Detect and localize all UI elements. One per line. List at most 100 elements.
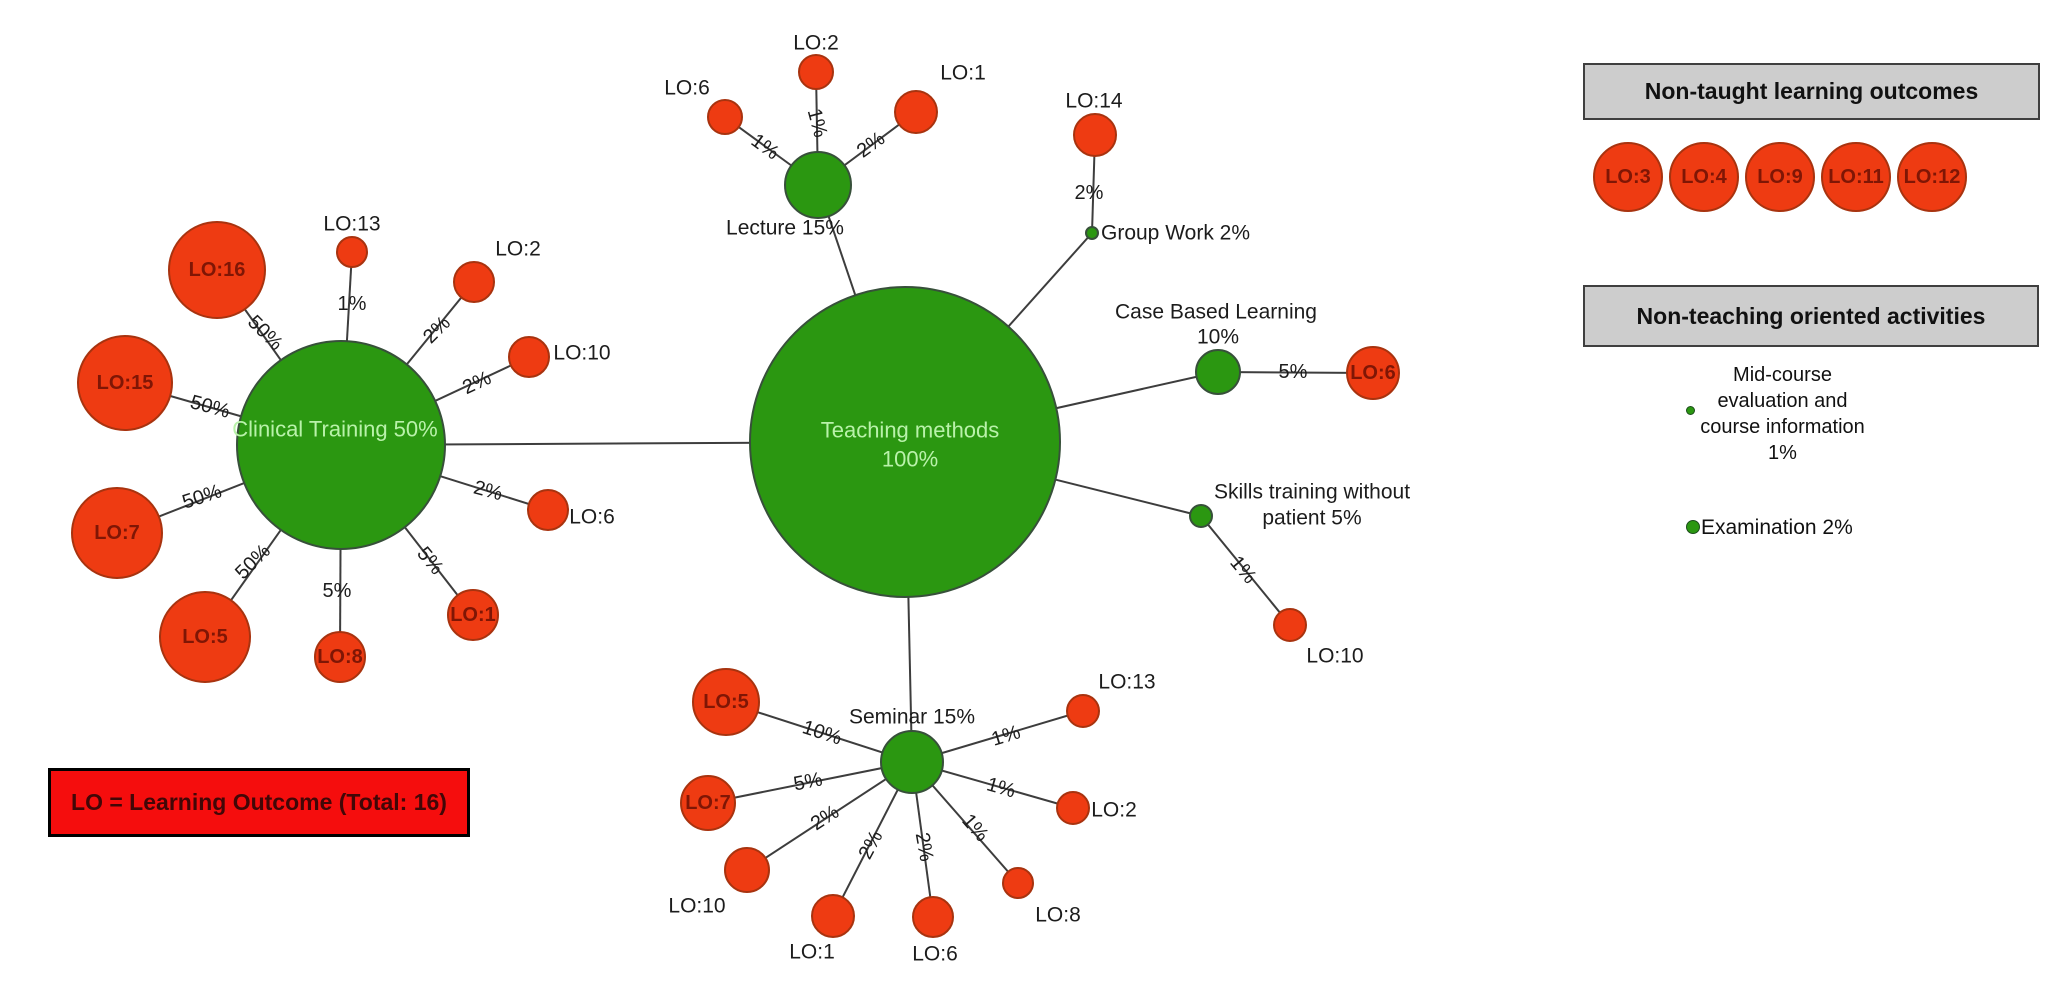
edge-clinical-lo8-pct-label: 5% (323, 580, 352, 602)
clinical-training-label: Clinical Training 50% (232, 417, 437, 442)
clinical-lo2-label: LO:2 (495, 238, 541, 261)
non-taught-lo-list: LO:3 LO:4 LO:9 LO:11 LO:12 (1593, 142, 1967, 212)
seminar-lo13-label: LO:13 (1098, 671, 1155, 694)
clinical-lo10-node (508, 336, 550, 378)
groupwork-lo14-node (1073, 113, 1117, 157)
edge-lecture-lo1-pct-label: 2% (853, 127, 889, 162)
non-taught-lo-chip: LO:12 (1897, 142, 1967, 212)
examination-label: Examination 2% (1701, 516, 1853, 539)
clinical-lo15-node-text: LO:15 (97, 372, 154, 394)
mid-course-label: Mid-course evaluation and course informa… (1690, 362, 1875, 466)
case-label-line2: 10% (1197, 326, 1239, 349)
edge-seminar-lo5-pct-label: 10% (800, 716, 845, 749)
seminar-lo1-label: LO:1 (789, 941, 835, 964)
lecture-lo6-label: LO:6 (664, 77, 710, 100)
lecture-label: Lecture 15% (726, 217, 844, 240)
edge-clinical-lo1-pct-label: 5% (412, 543, 448, 579)
edge-clinical-lo10-pct-label: 2% (459, 367, 495, 399)
clinical-lo5-node (159, 591, 251, 683)
seminar-node (880, 730, 944, 794)
examination-dot-icon (1686, 520, 1700, 534)
non-taught-lo-chip-label: LO:3 (1605, 165, 1651, 188)
teaching-methods-node (749, 286, 1061, 598)
edge-clinical-lo15-pct-label: 50% (188, 391, 233, 423)
group-work-label: Group Work 2% (1101, 222, 1250, 245)
non-teaching-legend-title-box: Non-teaching oriented activities (1583, 285, 2039, 347)
seminar-lo8-label: LO:8 (1035, 904, 1081, 927)
edge-seminar-lo7 (707, 761, 913, 804)
non-taught-lo-chip: LO:9 (1745, 142, 1815, 212)
skills-label-line1: Skills training without (1214, 481, 1410, 504)
edge-seminar-lo8-pct-label: 1% (957, 810, 993, 846)
case-lo6-node-text: LO:6 (1350, 362, 1396, 384)
seminar-label: Seminar 15% (849, 706, 975, 729)
seminar-lo2-node (1056, 791, 1090, 825)
edge-lecture-lo2-pct-label: 1% (803, 106, 832, 140)
edge-clinical-lo13-pct-label: 1% (338, 293, 367, 315)
teaching-methods-label-line1: Teaching methods (821, 418, 1000, 443)
group-work-node (1085, 226, 1099, 240)
seminar-lo7-node-text: LO:7 (685, 792, 731, 814)
case-based-learning-node (1195, 349, 1241, 395)
seminar-lo6-node (912, 896, 954, 938)
mid-course-label-line: evaluation and (1717, 390, 1848, 412)
non-taught-lo-chip: LO:4 (1669, 142, 1739, 212)
edge-seminar-lo13-pct-label: 1% (989, 721, 1023, 751)
non-taught-legend-title-box: Non-taught learning outcomes (1583, 63, 2040, 120)
skills-label-line2: patient 5% (1262, 507, 1361, 530)
mid-course-label-line: course information (1700, 416, 1865, 438)
edge-seminar-lo6-pct-label: 2% (911, 831, 938, 864)
non-taught-lo-chip: LO:11 (1821, 142, 1891, 212)
seminar-lo7-node (680, 775, 736, 831)
edge-seminar-lo2-pct-label: 1% (984, 773, 1018, 802)
edge-groupwork-lo14-pct-label: 2% (1075, 182, 1104, 204)
seminar-lo5-node-text: LO:5 (703, 691, 749, 713)
edge-lecture-lo6-pct-label: 1% (747, 130, 783, 165)
edge-seminar-lo10-pct-label: 2% (807, 801, 843, 835)
seminar-lo5-node (692, 668, 760, 736)
clinical-lo13-node (336, 236, 368, 268)
clinical-training-node (236, 340, 446, 550)
groupwork-lo14-label: LO:14 (1065, 90, 1123, 113)
non-taught-lo-chip-label: LO:11 (1828, 165, 1884, 188)
edge-seminar-lo7-pct-label: 5% (792, 768, 825, 795)
clinical-lo15-node (77, 335, 173, 431)
edge-case-lo6-pct-label: 5% (1279, 361, 1308, 383)
lecture-lo1-label: LO:1 (940, 62, 986, 85)
non-taught-lo-chip-label: LO:12 (1903, 165, 1961, 188)
seminar-lo10-label: LO:10 (668, 895, 725, 918)
clinical-lo16-node (168, 221, 266, 319)
case-lo6-node (1346, 346, 1400, 400)
edge-skills-lo10 (1200, 515, 1291, 626)
clinical-lo7-node-text: LO:7 (94, 522, 140, 544)
clinical-lo1-node-text: LO:1 (450, 604, 496, 626)
clinical-lo5-node-text: LO:5 (182, 626, 228, 648)
edge-seminar-lo1-pct-label: 2% (855, 827, 888, 863)
edge-clinical-lo6-pct-label: 2% (471, 477, 505, 506)
non-teaching-legend-title: Non-teaching oriented activities (1636, 302, 1986, 329)
skills-lo10-label: LO:10 (1306, 645, 1363, 668)
seminar-lo8-node (1002, 867, 1034, 899)
clinical-lo6-node (527, 489, 569, 531)
lecture-lo6-node (707, 99, 743, 135)
seminar-lo13-node (1066, 694, 1100, 728)
skills-lo10-node (1273, 608, 1307, 642)
lecture-node (784, 151, 852, 219)
seminar-lo2-label: LO:2 (1091, 799, 1137, 822)
lo-note-text: LO = Learning Outcome (Total: 16) (71, 789, 447, 815)
seminar-lo1-node (811, 894, 855, 938)
non-taught-lo-chip: LO:3 (1593, 142, 1663, 212)
clinical-lo1-node (447, 589, 499, 641)
skills-training-node (1189, 504, 1213, 528)
mid-course-dot-icon (1686, 406, 1695, 415)
clinical-lo8-node-text: LO:8 (317, 646, 363, 668)
seminar-lo10-node (724, 847, 770, 893)
clinical-lo2-node (453, 261, 495, 303)
teaching-methods-label-line2: 100% (882, 447, 938, 472)
non-taught-legend-title: Non-taught learning outcomes (1644, 78, 1979, 104)
lo-note-box: LO = Learning Outcome (Total: 16) (48, 768, 470, 837)
clinical-lo13-label: LO:13 (323, 213, 380, 236)
non-taught-lo-chip-label: LO:9 (1757, 165, 1803, 188)
lecture-lo2-node (798, 54, 834, 90)
